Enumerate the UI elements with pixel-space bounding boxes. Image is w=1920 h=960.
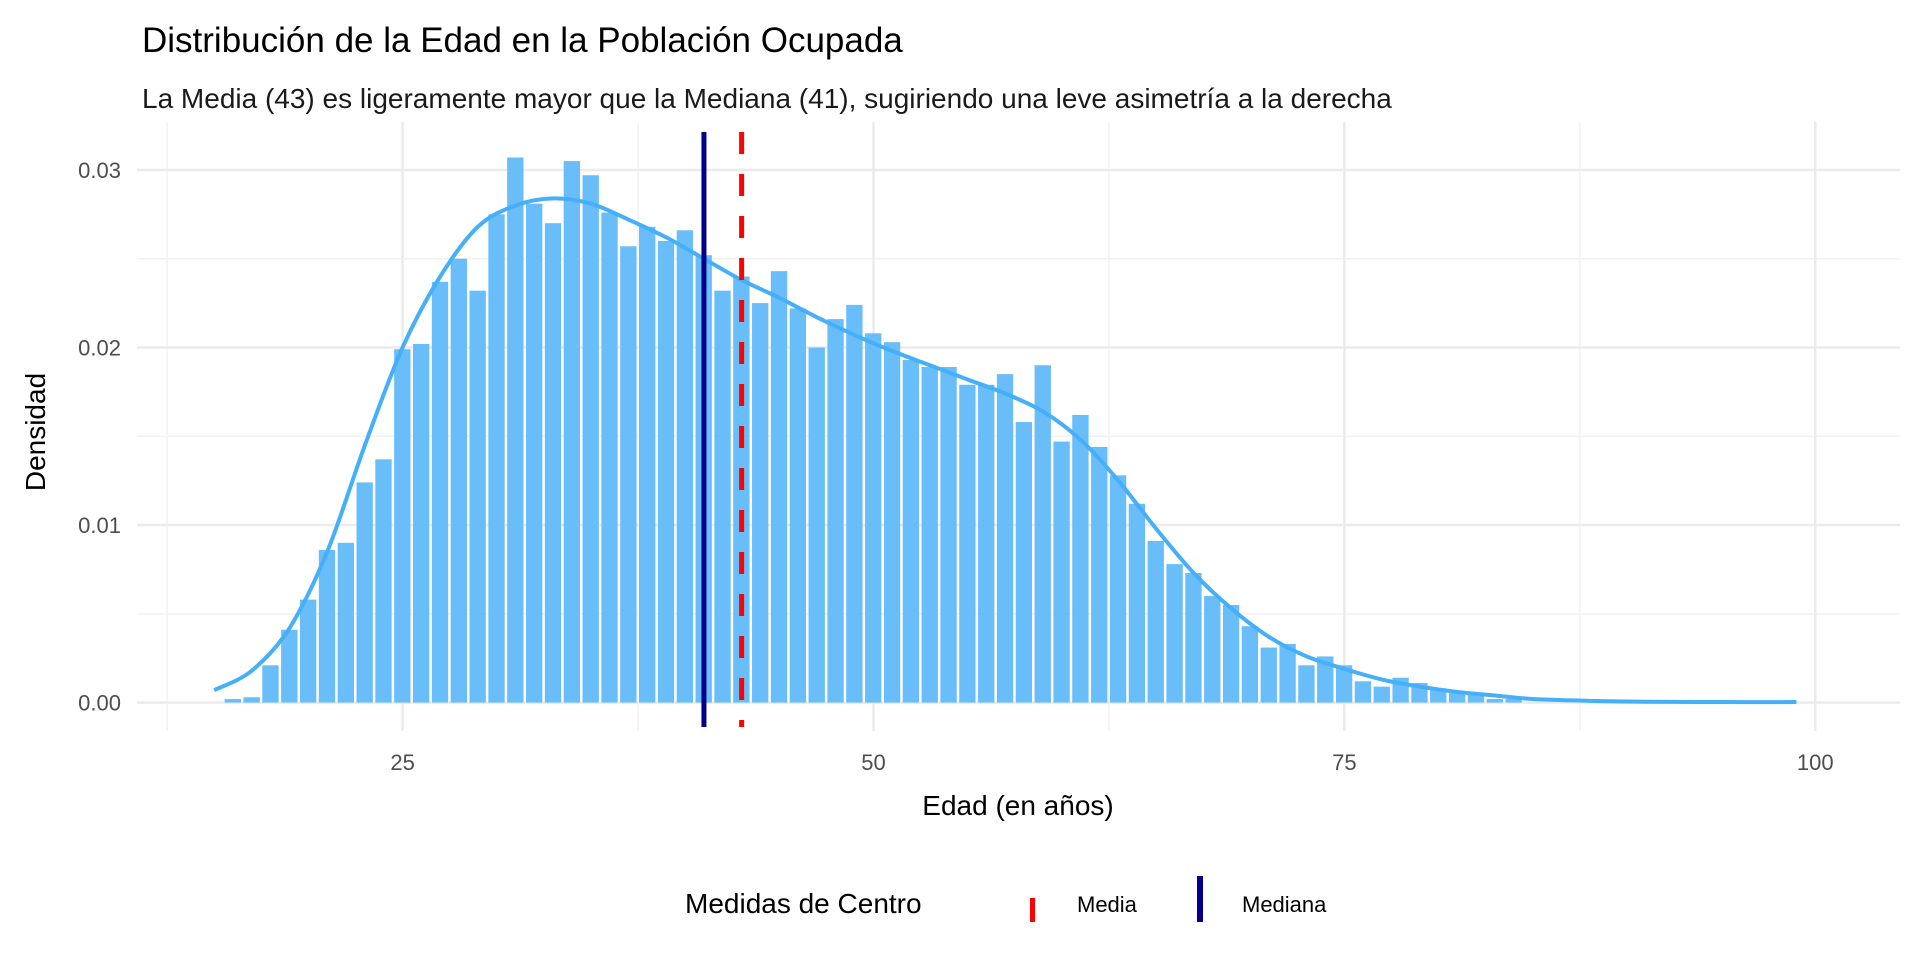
histogram-bar — [1279, 644, 1296, 703]
histogram-bar — [1241, 626, 1259, 703]
histogram-bar — [281, 629, 298, 703]
histogram-bar — [1072, 414, 1089, 703]
histogram-bar — [1053, 441, 1070, 703]
x-axis-title: Edad (en años) — [922, 790, 1113, 821]
y-tick-label: 0.03 — [78, 158, 121, 183]
legend: Medidas de Centro Media Mediana — [685, 876, 1327, 922]
histogram-bar — [1185, 572, 1202, 703]
histogram-bar — [601, 212, 618, 703]
histogram-bar — [262, 665, 279, 703]
histogram-bar — [1354, 681, 1372, 703]
histogram-bar — [676, 230, 694, 703]
x-axis-ticks: 25 50 75 100 — [390, 750, 1833, 775]
x-tick-label: 50 — [861, 750, 885, 775]
y-axis-ticks: 0.00 0.01 0.02 0.03 — [78, 158, 121, 716]
histogram-bar — [563, 161, 581, 703]
histogram-bar — [1034, 365, 1051, 703]
histogram-bar — [1467, 693, 1485, 703]
histogram-bar — [526, 203, 543, 703]
histogram-bar — [1204, 596, 1221, 703]
histogram-bar — [1373, 686, 1390, 703]
histogram-bar — [1317, 656, 1334, 703]
histogram-bar — [827, 319, 844, 703]
histogram-bar — [846, 304, 863, 703]
histogram-bar — [1448, 691, 1466, 703]
histogram-bar — [431, 281, 449, 703]
bars — [224, 157, 1522, 703]
x-tick-label: 75 — [1332, 750, 1356, 775]
histogram-bar — [1015, 422, 1033, 703]
histogram-bar — [337, 542, 354, 703]
histogram-bar — [1091, 446, 1108, 703]
histogram-bar — [224, 699, 241, 703]
legend-label-media: Media — [1077, 892, 1138, 917]
histogram-bar — [789, 308, 807, 703]
y-tick-label: 0.01 — [78, 513, 121, 538]
histogram-bar — [978, 384, 995, 703]
histogram-bar — [1298, 665, 1315, 703]
legend-label-mediana: Mediana — [1242, 892, 1327, 917]
histogram-bar — [412, 343, 430, 703]
chart-title: Distribución de la Edad en la Población … — [142, 21, 903, 60]
legend-key-media — [1030, 898, 1035, 922]
histogram-bar — [488, 214, 505, 703]
histogram-bar — [1486, 699, 1503, 703]
histogram-bar — [450, 258, 468, 703]
histogram-bar — [507, 157, 524, 703]
histogram-bar — [356, 482, 373, 703]
histogram-bar — [752, 303, 769, 703]
histogram-bar — [902, 359, 920, 703]
histogram-bar — [375, 459, 392, 703]
legend-key-mediana — [1197, 876, 1203, 922]
histogram-bar — [808, 347, 825, 703]
histogram-bar — [544, 223, 562, 703]
histogram-bar — [940, 367, 957, 703]
histogram-bar — [582, 175, 599, 703]
histogram-bar — [883, 342, 901, 703]
histogram-bar — [1147, 541, 1164, 703]
histogram-bar — [1335, 665, 1353, 703]
histogram-bar — [243, 697, 260, 703]
histogram-bar — [996, 374, 1014, 703]
histogram-bar — [299, 599, 317, 703]
histogram-bar — [1128, 503, 1146, 703]
y-axis-title: Densidad — [20, 373, 51, 491]
histogram-bar — [1109, 475, 1127, 703]
histogram-bar — [394, 349, 411, 703]
histogram-bar — [865, 333, 882, 703]
histogram-bar — [657, 240, 675, 703]
y-tick-label: 0.00 — [78, 691, 121, 716]
y-tick-label: 0.02 — [78, 335, 121, 360]
histogram-bar — [620, 246, 637, 703]
histogram-bar — [318, 549, 336, 703]
x-tick-label: 100 — [1797, 750, 1834, 775]
histogram-bar — [714, 290, 731, 703]
histogram-bar — [959, 384, 976, 703]
histogram-bar — [1260, 647, 1277, 703]
chart-subtitle: La Media (43) es ligeramente mayor que l… — [142, 83, 1392, 114]
histogram-bar — [1222, 604, 1240, 703]
x-tick-label: 25 — [390, 750, 414, 775]
density-curve — [213, 196, 1797, 705]
histogram-bar — [921, 367, 938, 703]
histogram-bar — [770, 271, 788, 703]
histogram-bar — [1166, 564, 1183, 703]
legend-title: Medidas de Centro — [685, 888, 922, 919]
histogram-bar — [469, 290, 486, 703]
histogram-bar — [639, 226, 656, 703]
histogram-bar — [1505, 699, 1522, 703]
